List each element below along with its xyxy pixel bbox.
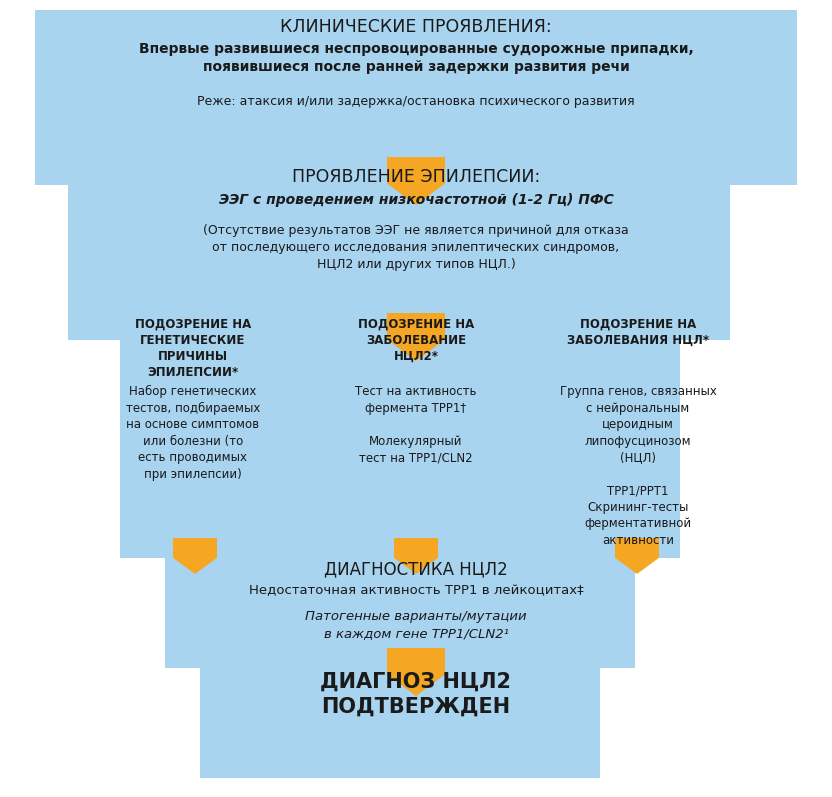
Polygon shape — [173, 538, 217, 574]
Text: Недостаточная активность ТРР1 в лейкоцитах‡: Недостаточная активность ТРР1 в лейкоцит… — [249, 584, 583, 597]
Polygon shape — [35, 10, 68, 185]
Text: ПОДОЗРЕНИЕ НА
ЗАБОЛЕВАНИЯ НЦЛ*: ПОДОЗРЕНИЕ НА ЗАБОЛЕВАНИЯ НЦЛ* — [567, 318, 709, 347]
Polygon shape — [635, 310, 680, 558]
Polygon shape — [35, 10, 797, 155]
Polygon shape — [232, 760, 568, 778]
Text: ПОДОЗРЕНИЕ НА
ЗАБОЛЕВАНИЕ
НЦЛ2*: ПОДОЗРЕНИЕ НА ЗАБОЛЕВАНИЕ НЦЛ2* — [358, 318, 474, 363]
Polygon shape — [35, 10, 797, 155]
Text: Группа генов, связанных
с нейрональным
цероидным
липофусцинозом
(НЦЛ)

TPP1/PPT1: Группа генов, связанных с нейрональным ц… — [560, 385, 716, 547]
Polygon shape — [120, 310, 165, 558]
Polygon shape — [68, 155, 120, 340]
Text: ДИАГНОСТИКА НЦЛ2: ДИАГНОСТИКА НЦЛ2 — [324, 560, 508, 578]
Polygon shape — [680, 155, 730, 340]
Text: Набор генетических
тестов, подбираемых
на основе симптомов
или болезни (то
есть : Набор генетических тестов, подбираемых н… — [126, 385, 260, 481]
Polygon shape — [35, 10, 797, 155]
Polygon shape — [600, 535, 635, 668]
Polygon shape — [387, 313, 445, 361]
Polygon shape — [120, 310, 680, 535]
Text: КЛИНИЧЕСКИЕ ПРОЯВЛЕНИЯ:: КЛИНИЧЕСКИЕ ПРОЯВЛЕНИЯ: — [280, 18, 552, 36]
Text: Впервые развившиеся неспровоцированные судорожные припадки,
появившиеся после ра: Впервые развившиеся неспровоцированные с… — [139, 42, 693, 74]
Polygon shape — [200, 645, 232, 778]
Polygon shape — [394, 538, 438, 574]
Polygon shape — [68, 155, 730, 310]
Text: Реже: атаксия и/или задержка/остановка психического развития: Реже: атаксия и/или задержка/остановка п… — [197, 95, 635, 108]
Text: Тест на активность
фермента ТРР1†

Молекулярный
тест на TPP1/CLN2: Тест на активность фермента ТРР1† Молеку… — [355, 385, 477, 464]
Polygon shape — [35, 10, 797, 155]
Text: Патогенные варианты/мутации
в каждом гене TPP1/CLN2¹: Патогенные варианты/мутации в каждом ген… — [305, 610, 527, 640]
Polygon shape — [165, 535, 635, 645]
Text: ДИАГНОЗ НЦЛ2
ПОДТВЕРЖДЕН: ДИАГНОЗ НЦЛ2 ПОДТВЕРЖДЕН — [320, 672, 512, 717]
Polygon shape — [387, 648, 445, 696]
Text: (Отсутствие результатов ЭЭГ не является причиной для отказа
от последующего иссл: (Отсутствие результатов ЭЭГ не является … — [203, 224, 629, 271]
Text: ЭЭГ с проведением низкочастотной (1-2 Гц) ПФС: ЭЭГ с проведением низкочастотной (1-2 Гц… — [219, 193, 613, 207]
Polygon shape — [387, 157, 445, 205]
Polygon shape — [615, 538, 659, 574]
Polygon shape — [200, 645, 600, 760]
Polygon shape — [730, 10, 797, 185]
Text: ПРОЯВЛЕНИЕ ЭПИЛЕПСИИ:: ПРОЯВЛЕНИЕ ЭПИЛЕПСИИ: — [292, 168, 540, 186]
Text: ПОДОЗРЕНИЕ НА
ГЕНЕТИЧЕСКИЕ
ПРИЧИНЫ
ЭПИЛЕПСИИ*: ПОДОЗРЕНИЕ НА ГЕНЕТИЧЕСКИЕ ПРИЧИНЫ ЭПИЛЕ… — [135, 318, 251, 379]
Polygon shape — [568, 645, 600, 778]
Polygon shape — [165, 535, 200, 668]
